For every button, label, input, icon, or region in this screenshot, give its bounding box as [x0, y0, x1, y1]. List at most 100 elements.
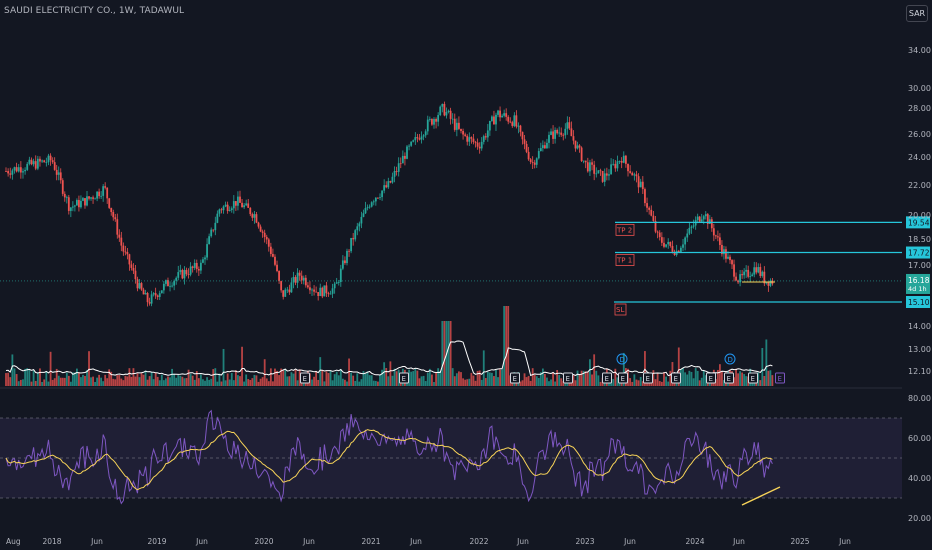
candle-body — [329, 293, 332, 295]
candle-body — [362, 213, 365, 217]
volume-bar — [177, 375, 180, 386]
volume-bar — [84, 375, 86, 386]
candle-body — [637, 176, 640, 188]
candle-body — [228, 210, 231, 211]
candle-body — [370, 202, 373, 207]
volume-bar — [482, 350, 485, 386]
volume-ma-line — [5, 340, 773, 377]
volume-bar — [96, 377, 98, 386]
candle-body — [733, 264, 735, 277]
volume-bar — [665, 376, 667, 386]
candle-body — [769, 280, 772, 286]
candle-body — [197, 268, 200, 271]
volume-bar — [206, 377, 208, 386]
candle-body — [608, 174, 610, 176]
volume-bar — [134, 376, 137, 386]
candle-body — [433, 119, 435, 125]
volume-bar — [122, 380, 125, 386]
volume-bar — [733, 377, 735, 386]
candle-body — [580, 147, 583, 161]
candle-body — [474, 141, 477, 143]
volume-bar — [162, 380, 165, 386]
candle-body — [352, 237, 355, 240]
candle-body — [437, 115, 440, 122]
candle-body — [399, 163, 402, 165]
candle-body — [753, 267, 756, 275]
candle-body — [412, 140, 415, 142]
volume-bar — [348, 358, 350, 386]
volume-bar — [214, 368, 217, 386]
candle-body — [505, 113, 508, 117]
volume-bar — [267, 381, 270, 386]
volume-bar — [136, 373, 139, 386]
candle-body — [765, 281, 768, 284]
volume-bar — [94, 381, 96, 386]
volume-bar — [335, 371, 338, 386]
candle-body — [521, 131, 524, 140]
time-tick: 2018 — [42, 537, 61, 546]
candle-body — [395, 171, 398, 172]
earnings-marker — [300, 372, 310, 384]
candle-body — [501, 115, 504, 118]
time-tick: Jun — [732, 537, 745, 546]
candle-body — [757, 267, 760, 273]
volume-bar — [82, 374, 84, 386]
last-price-tag — [906, 273, 930, 294]
volume-bar — [327, 373, 330, 386]
candle-body — [566, 122, 569, 129]
volume-bar — [333, 374, 336, 386]
volume-bar — [497, 377, 499, 386]
candle-body — [696, 216, 699, 220]
volume-bar — [292, 373, 295, 386]
volume-bar — [593, 354, 596, 386]
volume-bar — [503, 306, 506, 386]
volume-bar — [204, 380, 206, 386]
volume-bar — [47, 381, 50, 386]
candle-body — [73, 205, 76, 207]
volume-bar — [274, 368, 276, 386]
candle-body — [150, 294, 153, 304]
volume-bar — [484, 378, 487, 386]
volume-bar — [472, 375, 475, 386]
candle-body — [51, 160, 54, 163]
candle-body — [576, 145, 579, 149]
volume-bar — [241, 346, 243, 386]
volume-bar — [684, 372, 687, 386]
volume-bar — [759, 380, 762, 386]
candle-body — [406, 146, 408, 159]
candle-body — [220, 209, 223, 211]
volume-bar — [144, 370, 147, 386]
time-tick: 2023 — [575, 537, 594, 546]
candle-body — [745, 269, 748, 272]
volume-bar — [451, 368, 454, 386]
candle-body — [739, 274, 741, 283]
candle-body — [67, 197, 70, 211]
volume-bar — [435, 372, 437, 386]
currency-button[interactable]: SAR — [906, 5, 928, 22]
volume-bar — [317, 379, 320, 386]
candle-body — [725, 249, 727, 259]
volume-bar — [383, 362, 386, 386]
candle-body — [346, 250, 348, 264]
volume-bar — [721, 371, 723, 386]
candle-body — [491, 116, 493, 121]
candle-body — [167, 280, 169, 287]
volume-bar — [546, 377, 548, 386]
candle-body — [61, 180, 64, 194]
candle-body — [302, 277, 305, 281]
volume-bar — [418, 378, 421, 386]
earnings-marker-label: E — [751, 375, 755, 383]
candle-body — [230, 208, 233, 211]
volume-bar — [416, 370, 419, 386]
candle-body — [451, 118, 454, 120]
volume-bar — [761, 348, 764, 386]
candle-body — [572, 136, 575, 141]
candle-body — [646, 203, 648, 208]
volume-bar — [230, 373, 233, 386]
volume-bar — [329, 371, 332, 386]
candle-body — [593, 164, 596, 174]
candle-body — [134, 270, 137, 280]
volume-bar — [447, 321, 450, 386]
volume-bar — [272, 381, 274, 386]
volume-bar — [393, 368, 396, 386]
